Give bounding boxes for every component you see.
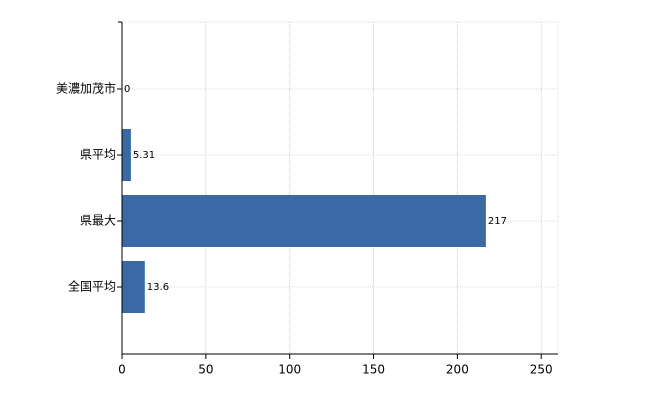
x-tick-label: 50 (198, 363, 213, 377)
y-tick-label: 全国平均 (68, 279, 116, 294)
bar (122, 195, 486, 247)
y-tick-label: 県平均 (80, 148, 116, 162)
y-tick-label: 美濃加茂市 (56, 81, 116, 96)
y-tick-label: 県最大 (80, 214, 116, 228)
bar (122, 261, 145, 313)
x-tick-label: 0 (118, 363, 126, 377)
x-tick-label: 250 (530, 363, 553, 377)
value-label: 217 (488, 216, 507, 227)
x-tick-label: 100 (278, 363, 301, 377)
x-tick-label: 200 (446, 363, 469, 377)
value-label: 13.6 (147, 282, 169, 293)
bar (122, 129, 131, 181)
x-tick-label: 150 (362, 363, 385, 377)
value-label: 5.31 (133, 150, 155, 161)
value-label: 0 (124, 84, 130, 95)
